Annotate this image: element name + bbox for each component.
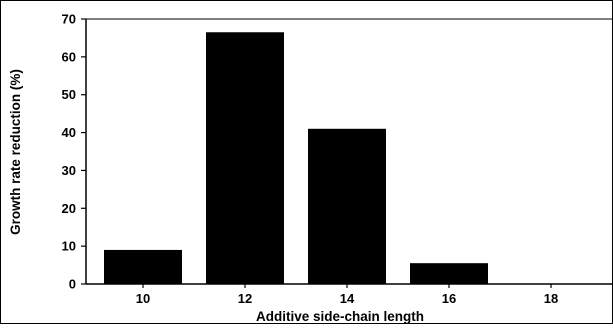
y-axis-title: Growth rate reduction (%) — [8, 69, 23, 235]
x-axis-title: Additive side-chain length — [256, 309, 424, 324]
bar-14 — [308, 128, 386, 284]
x-tick-label: 10 — [136, 291, 150, 306]
x-tick-label: 14 — [340, 291, 355, 306]
y-tick-label: 30 — [62, 163, 76, 178]
y-tick-label: 60 — [62, 49, 76, 64]
x-tick-label: 16 — [442, 291, 456, 306]
x-tick-label: 12 — [238, 291, 252, 306]
y-tick-label: 40 — [62, 125, 76, 140]
bars — [104, 32, 488, 284]
y-tick-label: 50 — [62, 87, 76, 102]
y-tick-label: 70 — [62, 12, 76, 27]
bar-12 — [206, 32, 284, 284]
x-tick-label: 18 — [544, 291, 558, 306]
y-ticks: 0 10 20 30 40 50 60 70 — [62, 12, 86, 292]
bar-16 — [410, 263, 488, 284]
x-ticks: 10 12 14 16 18 — [136, 284, 558, 306]
y-tick-label: 10 — [62, 239, 76, 254]
bar-10 — [104, 249, 182, 284]
y-tick-label: 0 — [69, 277, 76, 292]
y-tick-label: 20 — [62, 201, 76, 216]
